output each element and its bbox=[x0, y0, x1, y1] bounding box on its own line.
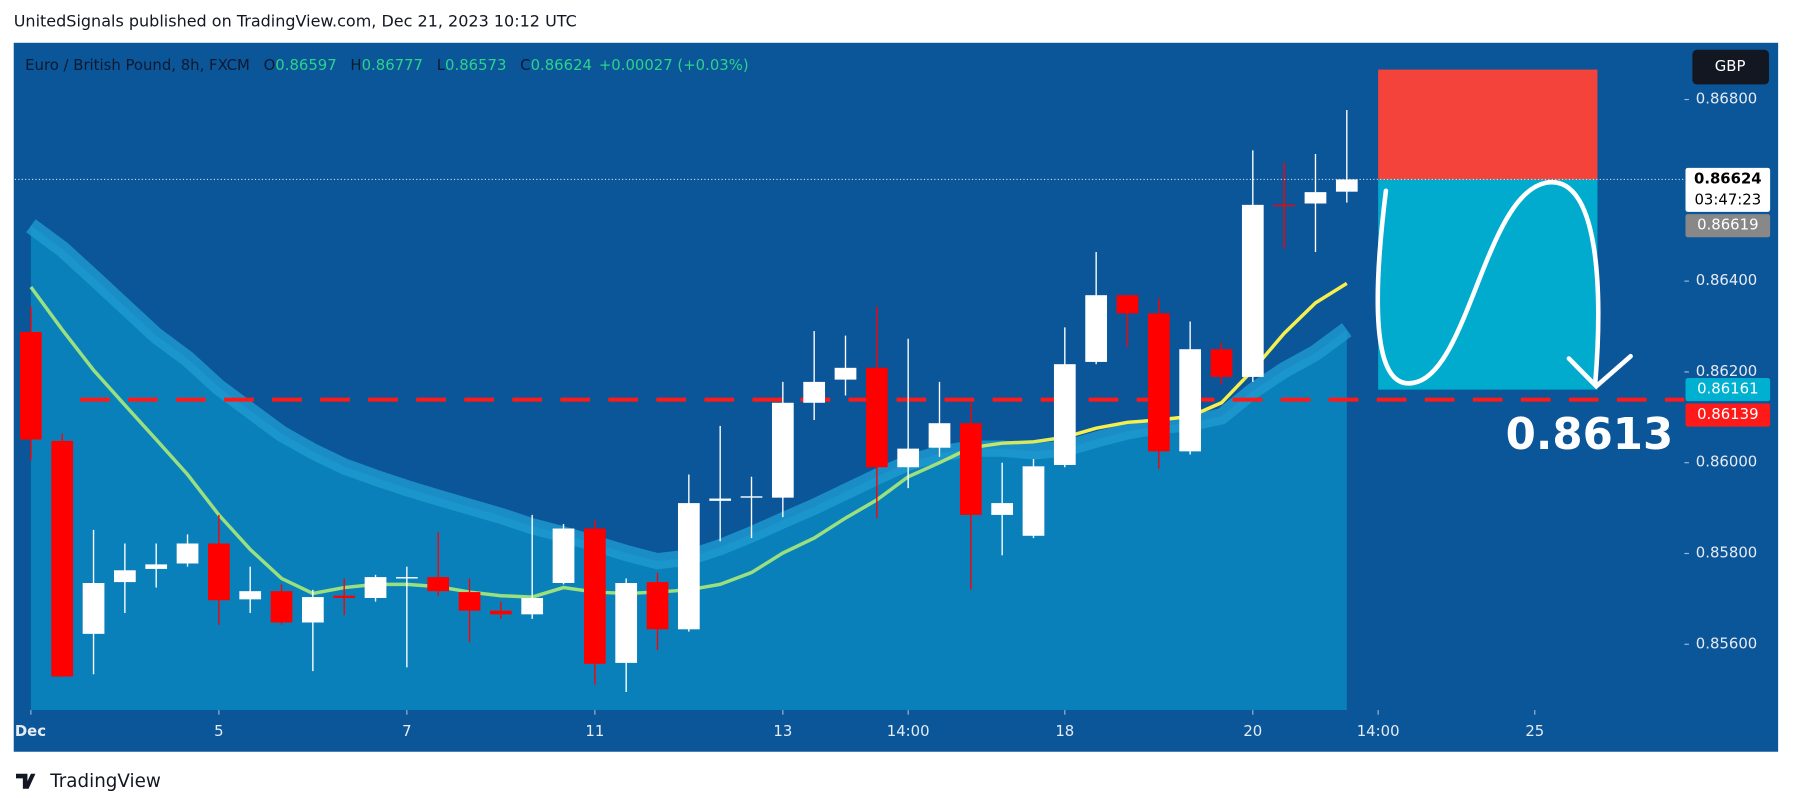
candle-body bbox=[364, 577, 387, 598]
price-label: 0.86139 bbox=[1697, 405, 1758, 423]
candle-body bbox=[928, 423, 951, 448]
countdown: 03:47:23 bbox=[1694, 190, 1761, 208]
legend-item: 0.86777 bbox=[362, 56, 423, 74]
candle-body bbox=[615, 582, 638, 663]
candle-body bbox=[991, 503, 1014, 515]
price-label: 0.86619 bbox=[1697, 216, 1758, 234]
price-label-box bbox=[1685, 167, 1771, 212]
candle-body bbox=[1210, 349, 1233, 377]
target-zone bbox=[1378, 179, 1598, 390]
legend-item: O bbox=[264, 56, 276, 74]
arrow-drawing bbox=[1375, 180, 1633, 390]
price-label: 0.86161 bbox=[1697, 380, 1758, 398]
legend-item: Euro / British Pound, 8h, FXCM bbox=[25, 56, 250, 74]
x-tick-label: 5 bbox=[214, 722, 223, 740]
x-tick-label: 14:00 bbox=[1357, 722, 1400, 740]
overlay: 0.86800 0.86400 0.86200 0.86000 0.85800 0.856… bbox=[14, 69, 1771, 740]
legend: Euro / British Pound, 8h, FXCM O0.86597 H0… bbox=[25, 56, 749, 74]
y-tick-label: 0.85600 bbox=[1696, 634, 1757, 652]
x-tick-label: 20 bbox=[1243, 722, 1262, 740]
candle-body bbox=[114, 570, 136, 583]
legend-item: 0.86573 bbox=[445, 56, 506, 74]
candle-body bbox=[740, 496, 763, 498]
x-tick-label: 7 bbox=[402, 722, 411, 740]
candle-body bbox=[1179, 349, 1202, 452]
legend-item: 0.86624 bbox=[531, 56, 592, 74]
y-tick-label: 0.86200 bbox=[1696, 362, 1757, 380]
candle-body bbox=[1147, 313, 1170, 452]
x-tick-label: Dec bbox=[15, 722, 46, 740]
candle-body bbox=[646, 582, 669, 630]
candle-body bbox=[959, 423, 982, 515]
x-tick-label: 18 bbox=[1055, 722, 1074, 740]
candle-body bbox=[458, 592, 481, 611]
x-tick-label: 11 bbox=[585, 722, 604, 740]
candle-body bbox=[1085, 295, 1108, 362]
candle-body bbox=[51, 440, 74, 677]
currency-button[interactable] bbox=[1692, 49, 1769, 85]
x-tick-label: 13 bbox=[773, 722, 792, 740]
price-label-box bbox=[1685, 214, 1771, 238]
candle-body bbox=[1053, 364, 1076, 465]
price-label: 0.86624 bbox=[1694, 169, 1762, 187]
y-tick-label: 0.86400 bbox=[1696, 271, 1757, 289]
candle-body bbox=[677, 503, 700, 630]
annotation: 0.8613 bbox=[1506, 409, 1674, 460]
candle-body bbox=[395, 577, 418, 579]
candle-body bbox=[803, 381, 826, 403]
legend-item: C bbox=[520, 56, 530, 74]
candle-body bbox=[897, 448, 920, 468]
brand: TradingView bbox=[49, 771, 160, 792]
candle-body bbox=[427, 577, 450, 592]
candle-body bbox=[771, 402, 794, 498]
candle-body bbox=[583, 528, 606, 664]
candle-body bbox=[145, 564, 168, 569]
band-area bbox=[30, 225, 1347, 711]
candle-body bbox=[1241, 204, 1264, 377]
candle-body bbox=[834, 367, 857, 380]
candle-body bbox=[333, 595, 356, 598]
candle-body bbox=[709, 498, 732, 501]
candle-body bbox=[1273, 204, 1296, 207]
candle-body bbox=[1022, 466, 1045, 536]
legend-item: H bbox=[350, 56, 361, 74]
candle-body bbox=[865, 367, 888, 468]
candle-body bbox=[82, 582, 105, 634]
legend-item: L bbox=[437, 56, 446, 74]
candle-body bbox=[239, 591, 262, 600]
x-tick-label: 25 bbox=[1525, 722, 1544, 740]
candle-body bbox=[208, 543, 230, 601]
candle-body bbox=[20, 331, 42, 440]
y-tick-label: 0.85800 bbox=[1696, 543, 1757, 561]
plot-area bbox=[20, 109, 1685, 711]
y-tick-label: 0.86000 bbox=[1696, 453, 1757, 471]
published-note: UnitedSignals published on TradingView.c… bbox=[14, 11, 577, 30]
candle-body bbox=[521, 597, 544, 615]
price-label-box bbox=[1685, 403, 1771, 427]
brand-logo bbox=[16, 773, 36, 789]
candle-body bbox=[489, 610, 512, 615]
price-label-box bbox=[1685, 378, 1771, 402]
candle-body bbox=[301, 597, 324, 623]
x-tick-label: 14:00 bbox=[887, 722, 930, 740]
candle-body bbox=[270, 591, 293, 623]
currency-label[interactable]: GBP bbox=[1715, 57, 1746, 75]
candle-body bbox=[176, 543, 199, 564]
candle-body bbox=[1304, 192, 1327, 204]
stop-zone bbox=[1378, 69, 1598, 180]
candle-body bbox=[1335, 179, 1358, 192]
legend-item: +0.00027 (+0.03%) bbox=[599, 56, 749, 74]
legend-item: 0.86597 bbox=[275, 56, 336, 74]
candle-body bbox=[1116, 295, 1139, 314]
y-tick-label: 0.86800 bbox=[1696, 89, 1757, 107]
candle-body bbox=[552, 528, 575, 583]
